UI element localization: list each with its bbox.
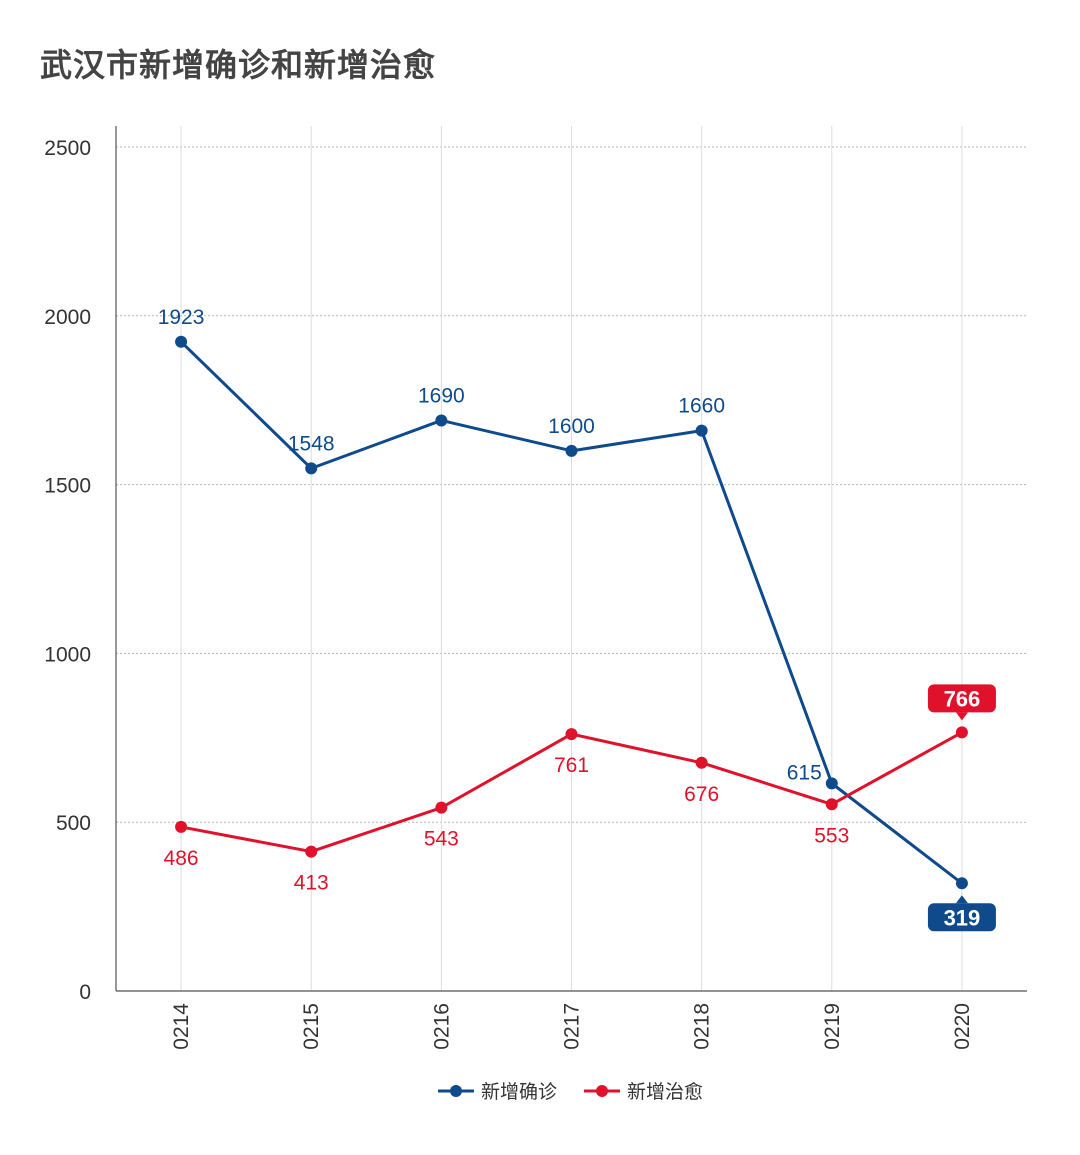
data-point (695, 424, 708, 437)
y-tick-label: 1500 (44, 475, 91, 498)
data-point (955, 877, 968, 890)
callout-pointer (955, 895, 968, 904)
data-label: 543 (424, 828, 459, 851)
callout-pointer (955, 712, 968, 721)
data-point (955, 726, 968, 739)
data-point (435, 414, 448, 427)
data-label: 1923 (158, 306, 205, 329)
data-label: 413 (294, 872, 329, 895)
data-point (305, 845, 318, 858)
callout-label: 319 (944, 905, 981, 930)
label-layer: 1923 1548 1690 1600 1660 615 319 486 413 543 761 67… (158, 306, 996, 932)
data-point (435, 801, 448, 814)
x-tick-label: 0220 (951, 1003, 974, 1050)
y-tick-label: 1000 (44, 643, 91, 666)
x-tick-label: 0219 (821, 1003, 844, 1050)
callout-label: 766 (944, 686, 981, 711)
data-point (305, 462, 318, 475)
x-tick-label: 0214 (170, 1003, 193, 1050)
data-label: 1690 (418, 384, 465, 407)
callout-box (927, 903, 996, 932)
data-label: 761 (554, 754, 589, 777)
axis-layer: 0 500 1000 1500 2000 2500 0214 0215 0216 0217 0218… (44, 126, 1027, 1050)
data-label: 676 (684, 783, 719, 806)
data-point (175, 820, 188, 833)
data-point (175, 335, 188, 348)
legend: 新增确诊 新增治愈 (438, 1081, 703, 1103)
series-layer (175, 335, 968, 890)
x-tick-label: 0216 (430, 1003, 453, 1050)
data-point (565, 728, 578, 741)
legend-label: 新增治愈 (627, 1081, 703, 1103)
data-label: 486 (164, 847, 199, 870)
legend-label: 新增确诊 (481, 1081, 557, 1103)
y-tick-label: 500 (56, 812, 91, 835)
legend-swatch-marker (596, 1085, 608, 1097)
grid-layer (116, 126, 1027, 991)
legend-swatch-marker (450, 1085, 462, 1097)
chart-title: 武汉市新增确诊和新增治愈 (40, 46, 437, 84)
y-tick-label: 2000 (44, 306, 91, 329)
data-point (565, 444, 578, 457)
data-label: 553 (814, 824, 849, 847)
x-tick-label: 0217 (561, 1003, 584, 1050)
callout-box (927, 684, 996, 713)
data-label: 1548 (288, 432, 335, 455)
y-tick-label: 2500 (44, 137, 91, 160)
data-label: 615 (787, 761, 822, 784)
x-tick-label: 0215 (300, 1003, 323, 1050)
x-tick-label: 0218 (691, 1003, 714, 1050)
data-point (825, 798, 838, 811)
data-point (825, 777, 838, 790)
data-label: 1600 (548, 415, 595, 438)
data-point (695, 756, 708, 769)
data-label: 1660 (678, 395, 725, 418)
y-tick-label: 0 (79, 981, 91, 1004)
